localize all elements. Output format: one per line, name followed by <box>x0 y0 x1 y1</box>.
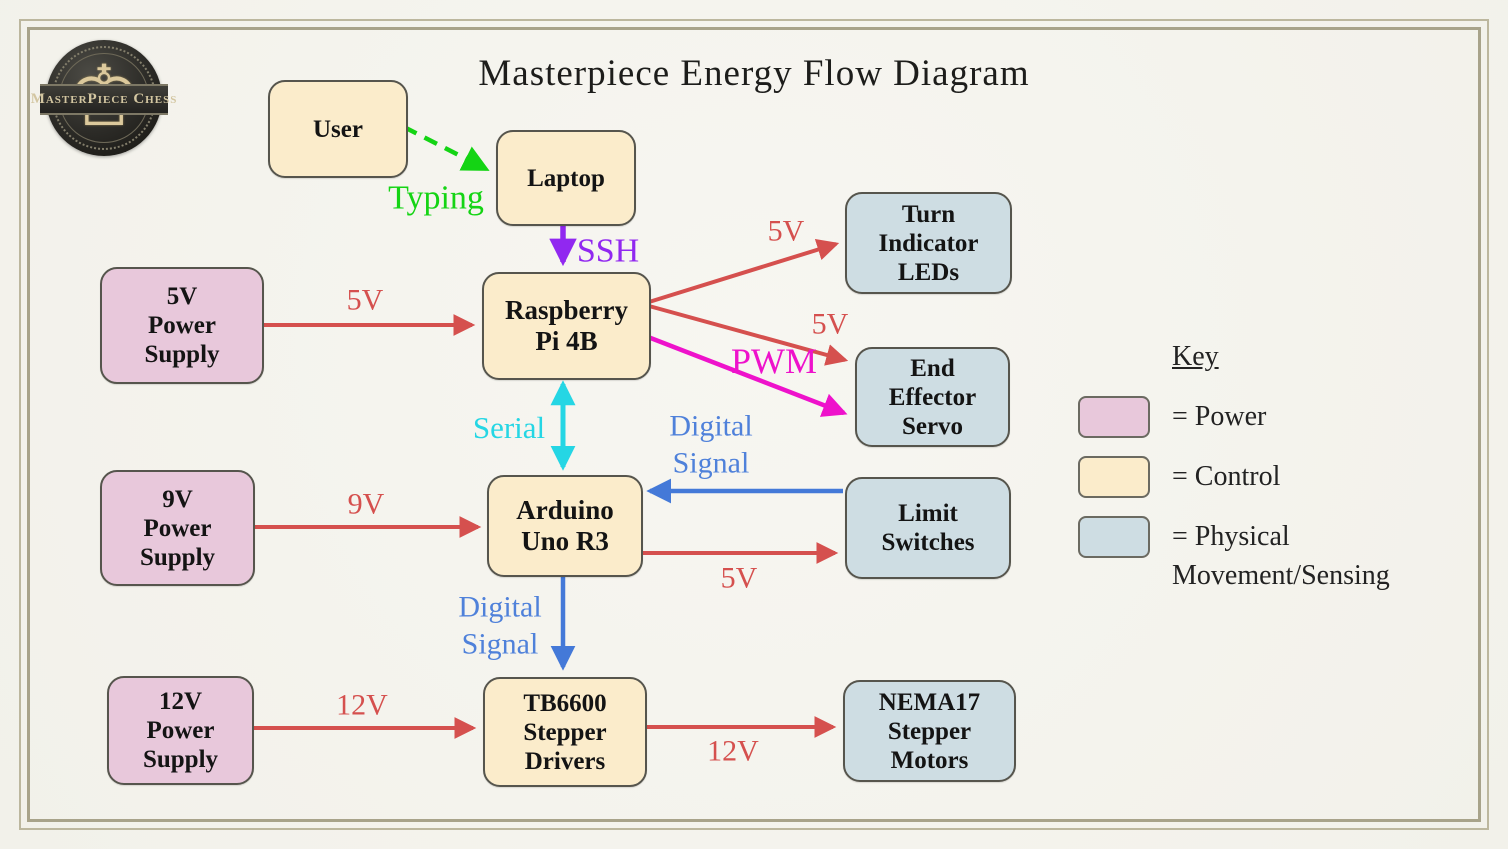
key-title: Key <box>1172 341 1219 372</box>
node-nema17-label: NEMA17 Stepper Motors <box>878 688 981 774</box>
node-tb6600-label: TB6600 Stepper Drivers <box>523 689 607 775</box>
node-5v-power-supply-label: 5V Power Supply <box>144 283 220 368</box>
edge-label-digital-in: Digital Signal <box>669 409 753 479</box>
node-end-effector-servo-label: End Effector Servo <box>888 354 977 440</box>
key-swatch-physical <box>1078 516 1150 558</box>
node-user-label: User <box>313 115 363 143</box>
node-nema17: NEMA17 Stepper Motors <box>843 680 1016 782</box>
node-limit-switches: Limit Switches <box>845 477 1011 579</box>
node-arduino-label: Arduino Uno R3 <box>516 494 614 556</box>
node-tb6600: TB6600 Stepper Drivers <box>483 677 647 787</box>
key-swatch-power <box>1078 396 1150 438</box>
node-arduino: Arduino Uno R3 <box>487 475 643 577</box>
edge-5v-to-leds <box>648 239 840 304</box>
key-swatch-control <box>1078 456 1150 498</box>
page-title: Masterpiece Energy Flow Diagram <box>478 53 1030 94</box>
node-limit-switches-label: Limit Switches <box>881 500 975 556</box>
node-laptop: Laptop <box>496 130 636 226</box>
edge-label-5v-to-limit: 5V <box>720 561 758 595</box>
logo-text: MasterPiece Chess <box>30 91 178 107</box>
node-12v-power-supply: 12V Power Supply <box>107 676 254 785</box>
edge-label-typing: Typing <box>388 179 484 217</box>
node-laptop-label: Laptop <box>527 164 605 192</box>
edge-label-5v-to-pi: 5V <box>346 283 384 317</box>
edge-label-9v: 9V <box>347 487 385 521</box>
masterpiece-chess-logo: ♔ MasterPiece Chess <box>31 40 176 156</box>
edge-label-serial: Serial <box>472 410 546 446</box>
edge-label-pwm: PWM <box>730 341 818 382</box>
node-5v-power-supply: 5V Power Supply <box>100 267 264 384</box>
node-raspberry-pi-label: Raspberry Pi 4B <box>505 294 628 356</box>
edge-label-12v-to-nema: 12V <box>707 734 759 768</box>
node-end-effector-servo: End Effector Servo <box>855 347 1010 447</box>
node-raspberry-pi: Raspberry Pi 4B <box>482 272 651 380</box>
node-turn-indicator-leds-label: Turn Indicator LEDs <box>878 200 979 286</box>
node-9v-power-supply: 9V Power Supply <box>100 470 255 586</box>
edge-label-ssh: SSH <box>576 232 640 270</box>
edge-typing <box>402 124 490 172</box>
logo-banner: MasterPiece Chess <box>31 84 176 115</box>
edge-label-5v-to-servo: 5V <box>811 307 849 341</box>
key-label-control: = Control <box>1172 461 1281 492</box>
node-12v-power-supply-label: 12V Power Supply <box>142 688 219 773</box>
edge-label-12v-to-tb6600: 12V <box>336 688 388 722</box>
edge-label-digital-out: Digital Signal <box>458 590 542 660</box>
key-label-power: = Power <box>1172 401 1267 432</box>
node-user: User <box>268 80 408 178</box>
node-turn-indicator-leds: Turn Indicator LEDs <box>845 192 1012 294</box>
edge-label-5v-to-leds: 5V <box>767 214 805 248</box>
node-9v-power-supply-label: 9V Power Supply <box>139 485 216 571</box>
key-label-physical: = Physical Movement/Sensing <box>1172 521 1390 591</box>
